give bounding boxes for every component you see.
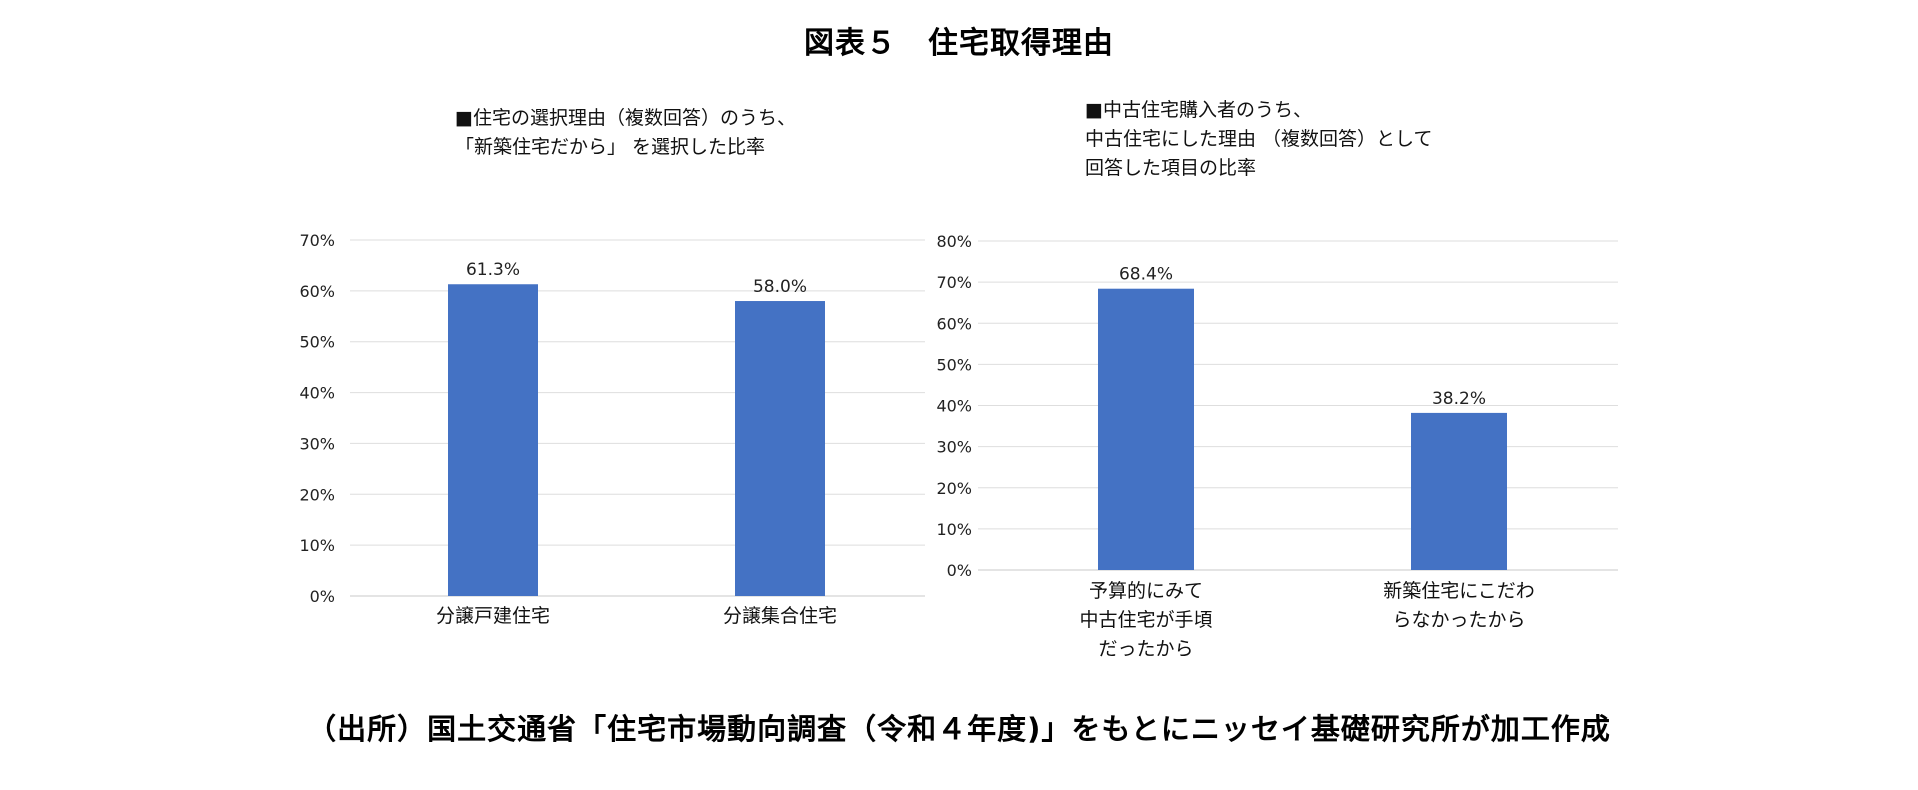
- bar: [1411, 412, 1507, 570]
- y-tick-label: 50%: [936, 355, 972, 374]
- bar: [1098, 288, 1194, 570]
- y-tick-label: 20%: [936, 479, 972, 498]
- figure-title: 図表５ 住宅取得理由: [804, 26, 1114, 61]
- chart2-title: ■中古住宅購入者のうち、 中古住宅にした理由 （複数回答）として 回答した項目の…: [1085, 99, 1433, 179]
- y-tick-label: 10%: [299, 536, 335, 555]
- y-tick-label: 30%: [299, 434, 335, 453]
- chart-1: 0% 10% 20% 30% 40% 50% 60% 70% 61.3% 分譲戸建住宅 58.0% 分…: [299, 231, 925, 627]
- source-note: （出所）国土交通省「住宅市場動向調査（令和４年度)」をもとにニッセイ基礎研究所が…: [307, 712, 1611, 746]
- y-tick-label: 70%: [936, 273, 972, 292]
- y-tick-label: 0%: [310, 587, 335, 606]
- chart-2: 0% 10% 20% 30% 40% 50% 60% 70% 80% 68.4% 予算的にみて中古住…: [936, 232, 1618, 660]
- category-label: 中古住宅が手頃: [1079, 609, 1212, 631]
- y-tick-label: 0%: [947, 561, 972, 580]
- data-label: 61.3%: [466, 260, 520, 280]
- y-tick-label: 20%: [299, 485, 335, 504]
- y-tick-label: 80%: [936, 232, 972, 251]
- category-label: 予算的にみて: [1089, 580, 1203, 602]
- category-label: 分譲集合住宅: [723, 605, 837, 627]
- category-label: らなかったから: [1392, 609, 1525, 631]
- y-tick-label: 60%: [936, 314, 972, 333]
- y-tick-label: 40%: [936, 397, 972, 416]
- bar: [735, 301, 825, 596]
- y-tick-label: 30%: [936, 438, 972, 457]
- category-label: 新築住宅にこだわ: [1383, 580, 1535, 602]
- y-tick-label: 50%: [299, 333, 335, 352]
- data-label: 58.0%: [753, 277, 807, 297]
- chart1-title: ■住宅の選択理由（複数回答）のうち、 「新築住宅だから」 を選択した比率: [455, 107, 796, 158]
- category-label: だったから: [1098, 638, 1193, 660]
- bar: [448, 284, 538, 596]
- y-tick-label: 40%: [299, 384, 335, 403]
- y-tick-label: 60%: [299, 282, 335, 301]
- y-tick-label: 70%: [299, 231, 335, 250]
- data-label: 38.2%: [1432, 389, 1486, 409]
- data-label: 68.4%: [1119, 265, 1173, 285]
- y-tick-label: 10%: [936, 520, 972, 539]
- category-label: 分譲戸建住宅: [436, 605, 550, 627]
